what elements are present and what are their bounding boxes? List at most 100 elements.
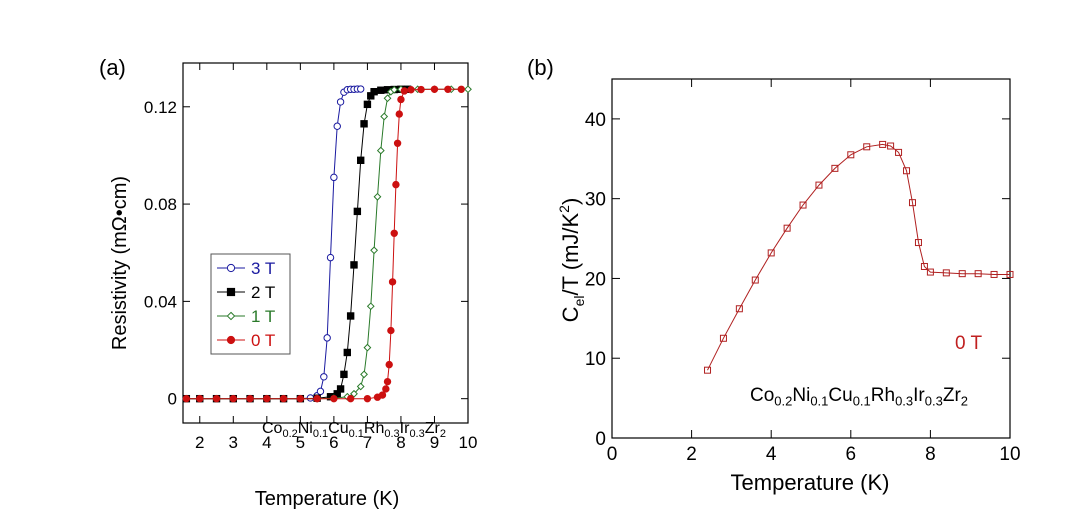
formula-element: Ir (913, 385, 925, 406)
formula-subscript: 0.2 (282, 428, 297, 440)
data-point (958, 270, 966, 278)
legend-marker (226, 263, 236, 273)
data-point (395, 110, 403, 118)
panel-a-x-axis-label: Temperature (K) (255, 488, 400, 510)
data-point (330, 173, 338, 182)
data-point (719, 334, 727, 342)
data-point (212, 394, 221, 403)
y-tick-label: 0.08 (144, 195, 177, 214)
data-point (926, 268, 934, 276)
data-point (363, 394, 372, 403)
data-point (333, 122, 341, 130)
x-tick-label: 9 (430, 433, 439, 452)
y-tick-label: 40 (585, 110, 606, 131)
formula-subscript: 0.3 (409, 428, 424, 440)
data-point (336, 98, 345, 106)
data-point (1006, 270, 1014, 278)
data-point (346, 394, 355, 403)
data-point (316, 387, 325, 396)
data-point (799, 201, 807, 209)
x-tick-label: 6 (329, 433, 338, 452)
legend-entry: 0 T (251, 331, 275, 350)
data-point (383, 94, 392, 103)
data-point (340, 370, 348, 379)
panel-b-frame (611, 78, 1011, 439)
legend-entry: 1 T (251, 307, 275, 326)
data-point (382, 385, 390, 393)
formula-subscript: 0.3 (895, 394, 913, 409)
data-point (353, 207, 362, 216)
x-tick-label: 10 (999, 444, 1020, 465)
data-point (360, 370, 368, 379)
data-point (400, 87, 408, 95)
panel-b-x-axis-label: Temperature (K) (731, 470, 890, 495)
data-point (313, 394, 321, 403)
x-tick-label: 8 (925, 444, 936, 465)
data-point (920, 262, 928, 270)
panel-a-legend: 3 T 2 T 1 T 0 T (210, 253, 291, 355)
formula-subscript: 2 (961, 394, 968, 409)
data-point (879, 140, 887, 148)
panel-b-y-axis-label: Cel/T (mJ/K2) (556, 198, 587, 323)
data-point (343, 348, 351, 357)
data-point (263, 394, 271, 403)
x-tick-label: 5 (296, 433, 305, 452)
x-tick-label: 2 (195, 433, 204, 452)
formula-element: Zr (425, 420, 441, 437)
data-point (704, 366, 712, 374)
formula-subscript: 0.3 (925, 394, 943, 409)
data-point (903, 167, 911, 175)
data-point (376, 146, 385, 155)
data-point (363, 100, 372, 109)
data-point (350, 389, 358, 398)
ylabel-end: ) (558, 198, 583, 205)
data-point (831, 164, 839, 172)
y-tick-label: 0 (595, 429, 606, 450)
data-point (370, 88, 378, 96)
data-point (815, 181, 823, 189)
data-point (914, 239, 922, 247)
data-point (751, 276, 759, 284)
data-point (887, 142, 895, 150)
panel-b-field-label: 0 T (955, 333, 983, 354)
data-point (326, 253, 335, 262)
data-point (397, 95, 405, 104)
data-point (847, 151, 855, 159)
data-point (385, 360, 393, 369)
data-point (350, 261, 358, 269)
formula-element: Cu (328, 420, 348, 437)
panel-b-compound-formula: Co0.2Ni0.1Cu0.1Rh0.3Ir0.3Zr2 (750, 385, 968, 409)
panel-a-compound-formula: Co0.2Ni0.1Cu0.1Rh0.3Ir0.3Zr2 (262, 420, 446, 440)
data-point (296, 394, 305, 403)
data-point (357, 85, 365, 93)
legend-box (210, 253, 291, 355)
formula-subscript: 0.2 (774, 394, 792, 409)
data-point (356, 382, 365, 391)
formula-element: Zr (943, 385, 962, 406)
formula-element: Ni (298, 420, 313, 437)
y-tick-label: 0.12 (144, 98, 177, 117)
panel-a-y-axis-label: Resistivity (mΩ•cm) (109, 176, 131, 350)
x-tick-label: 0 (607, 444, 618, 465)
ylabel-subscript: el (571, 296, 587, 307)
x-tick-label: 7 (363, 433, 372, 452)
data-point (330, 394, 338, 403)
data-point (735, 305, 743, 313)
data-point (783, 224, 791, 232)
formula-subscript: 0.1 (810, 394, 828, 409)
data-point (182, 394, 191, 403)
data-point (363, 343, 372, 352)
x-tick-label: 10 (459, 433, 478, 452)
data-point (417, 85, 425, 94)
data-point (279, 394, 288, 403)
panel-b-label: (b) (527, 55, 554, 80)
legend-entry: 3 T (251, 259, 275, 278)
data-point (196, 394, 204, 403)
data-point (457, 85, 465, 93)
formula-subscript: 0.3 (384, 428, 399, 440)
data-point (229, 394, 237, 403)
panel-b-axes: 0 2 4 6 8 10 0 10 20 30 40 (585, 78, 1021, 465)
panel-a-label: (a) (99, 55, 126, 80)
